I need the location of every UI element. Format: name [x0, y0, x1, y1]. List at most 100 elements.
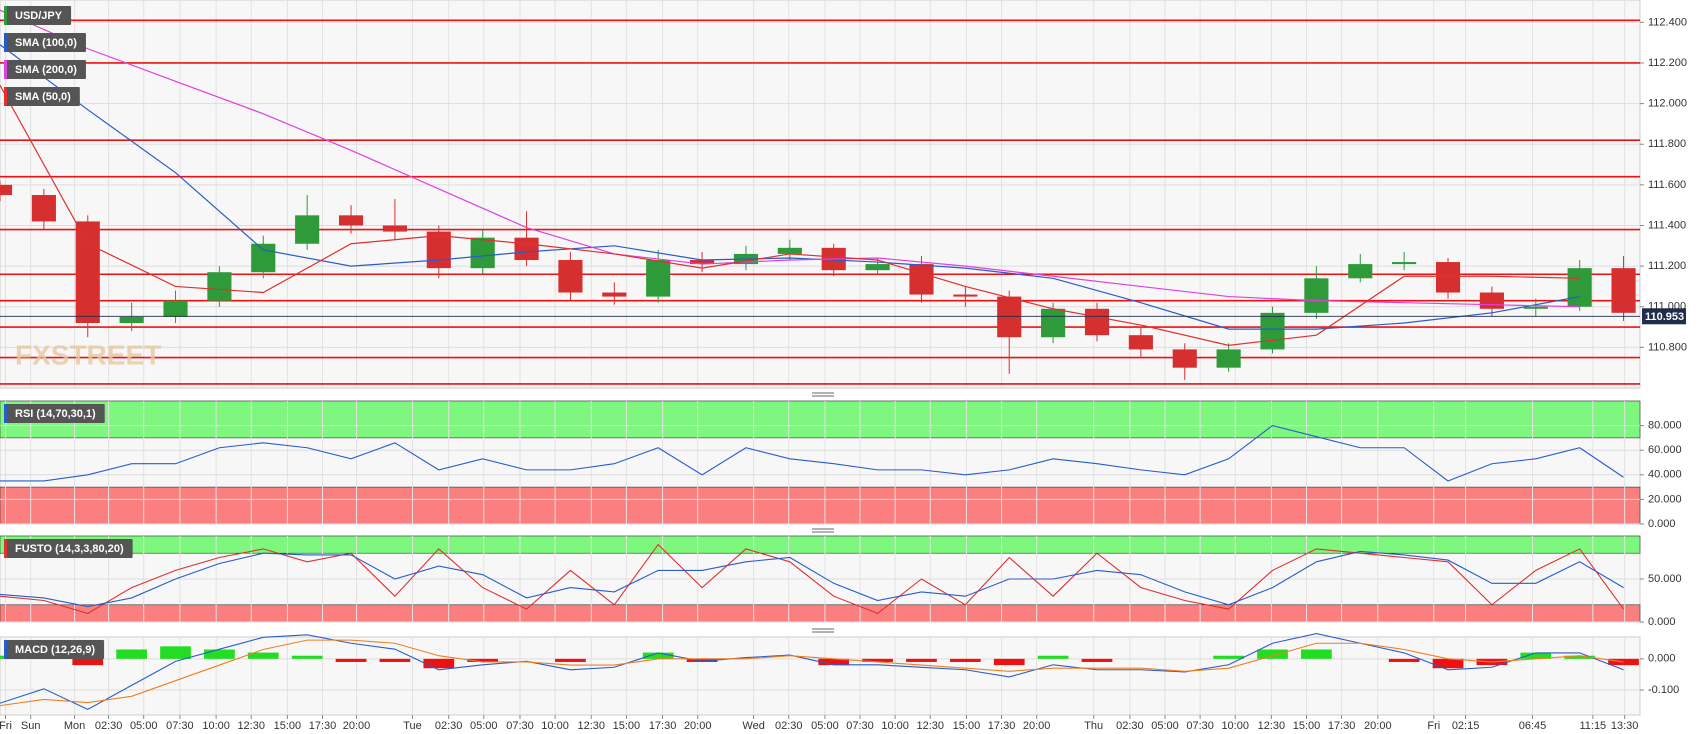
legend-label: USD/JPY [15, 10, 63, 22]
x-tick-label: 13:30 [1611, 720, 1639, 732]
y-tick-label: 111.600 [1648, 179, 1686, 191]
x-tick-label: 10:00 [202, 720, 230, 732]
legend-box [4, 6, 72, 25]
x-tick-label: 15:00 [953, 720, 981, 732]
x-tick-label: Mon [64, 720, 85, 732]
legend-label: SMA (200,0) [15, 64, 77, 76]
candle-body [31, 195, 56, 222]
x-tick-label: 05:00 [130, 720, 158, 732]
x-tick-label: 02:15 [1452, 720, 1480, 732]
y-tick-label: 0.000 [1648, 616, 1676, 628]
x-tick-label: 15:00 [613, 720, 641, 732]
x-tick-label: 15:00 [274, 720, 302, 732]
x-tick-label: 12:30 [237, 720, 265, 732]
y-tick-label: 0.000 [1648, 653, 1676, 665]
zone [0, 486, 1641, 525]
y-tick-label: 111.800 [1648, 138, 1686, 150]
x-tick-label: 20:00 [343, 720, 371, 732]
histogram-bar [291, 655, 323, 659]
candle-body [75, 221, 100, 323]
candle-body [646, 260, 671, 297]
histogram-bar [1520, 652, 1552, 659]
histogram-bar [1081, 658, 1113, 662]
last-price-label: 110.953 [1645, 311, 1684, 323]
candle-body [1041, 308, 1066, 338]
histogram-bar [1388, 658, 1420, 662]
y-tick-label: 20.000 [1648, 493, 1682, 505]
last-price-box [1642, 308, 1686, 325]
histogram-bar [818, 658, 850, 666]
x-tick-label: 17:30 [649, 720, 677, 732]
histogram-bar [1432, 658, 1464, 669]
indicator-line [0, 639, 1624, 707]
candle-body [1348, 264, 1373, 279]
x-tick-label: 20:00 [1023, 720, 1051, 732]
candle-body [1304, 278, 1329, 313]
legend-swatch [4, 60, 7, 79]
candle-body [909, 264, 934, 295]
indicator-line [0, 425, 1624, 482]
legend-box [4, 404, 105, 423]
x-tick-label: 02:30 [775, 720, 803, 732]
candle-body [251, 243, 276, 273]
x-tick-label: 11:15 [1579, 720, 1606, 732]
x-tick-label: 07:30 [1186, 720, 1214, 732]
x-tick-label: 05:00 [811, 720, 839, 732]
y-tick-label: 112.400 [1648, 16, 1687, 28]
y-tick-label: 0.000 [1648, 518, 1676, 530]
histogram-bar [116, 649, 147, 659]
histogram-bar [247, 652, 279, 659]
histogram-bar [467, 658, 499, 662]
x-tick-label: 10:00 [881, 720, 909, 732]
candle-body [0, 184, 13, 196]
y-tick-label: 111.200 [1648, 260, 1686, 272]
x-tick-label: 17:30 [1328, 720, 1356, 732]
candle-body [163, 300, 188, 317]
histogram-bar [160, 646, 191, 659]
y-tick-label: 111.400 [1648, 219, 1686, 231]
candle-body [602, 292, 627, 297]
candle-body [1435, 262, 1461, 293]
x-tick-label: 12:30 [1258, 720, 1286, 732]
histogram-bar [72, 658, 104, 666]
x-tick-label: 10:00 [541, 720, 569, 732]
legend-swatch [4, 640, 7, 659]
histogram-bar [204, 649, 235, 659]
candle-body [1567, 268, 1592, 307]
y-tick-label: 112.200 [1648, 57, 1687, 69]
x-tick-label: Tue [403, 720, 422, 732]
legend-swatch [4, 539, 7, 558]
x-tick-label: 05:00 [470, 720, 498, 732]
histogram-bar [906, 658, 937, 662]
candle-body [382, 225, 407, 232]
candle-body [558, 260, 583, 293]
legend-label: SMA (50,0) [15, 91, 71, 103]
x-tick-label: 17:30 [988, 720, 1016, 732]
x-tick-label: Fri [0, 720, 12, 732]
candle-body [295, 215, 320, 244]
candle-body [1128, 335, 1153, 350]
candle-body [777, 247, 802, 254]
y-tick-label: 60.000 [1648, 444, 1682, 456]
legend-swatch [4, 404, 7, 423]
x-tick-label: 15:00 [1293, 720, 1321, 732]
plot-background [0, 0, 1641, 389]
x-tick-label: 05:00 [1151, 720, 1179, 732]
y-tick-label: 110.800 [1648, 341, 1687, 353]
sma-line [0, 9, 1580, 308]
x-tick-label: 20:00 [684, 720, 712, 732]
histogram-bar [1564, 655, 1596, 659]
x-tick-label: 07:30 [506, 720, 534, 732]
candle-body [997, 296, 1022, 338]
x-tick-label: 02:30 [95, 720, 123, 732]
indicator-line [0, 550, 1624, 608]
legend-box [4, 60, 86, 79]
candle-body [1392, 262, 1417, 265]
x-tick-label: 02:30 [435, 720, 463, 732]
candle-body [119, 316, 144, 323]
candle-body [207, 272, 232, 301]
y-tick-label: 40.000 [1648, 469, 1682, 481]
x-tick-label: Wed [742, 720, 764, 732]
histogram-bar [1257, 649, 1288, 659]
x-tick-label: 12:30 [578, 720, 606, 732]
